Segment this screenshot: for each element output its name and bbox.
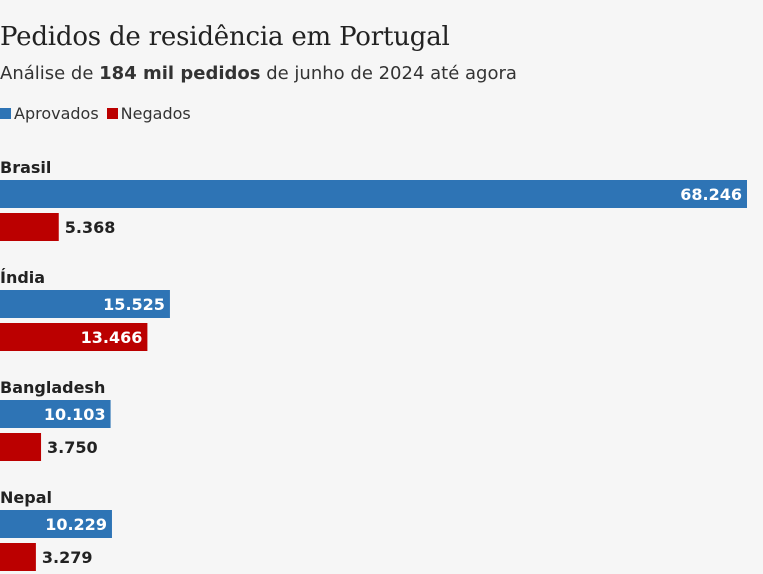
legend-label-denied: Negados (120, 104, 191, 123)
category-label: Índia (0, 268, 45, 287)
category-label: Brasil (0, 158, 51, 177)
value-label-approved: 10.229 (45, 515, 107, 534)
bar-denied (0, 213, 59, 241)
subtitle-bold: 184 mil pedidos (99, 63, 261, 84)
legend-swatch-denied (106, 108, 118, 119)
bar-denied (0, 433, 42, 461)
value-label-denied: 5.368 (65, 218, 116, 237)
bar-approved (0, 400, 111, 428)
subtitle-suffix: de junho de 2024 até agora (260, 63, 517, 84)
bar-denied (0, 323, 148, 351)
bar-approved (0, 510, 112, 538)
bar-approved (0, 290, 170, 318)
bar-denied (0, 543, 36, 571)
value-label-approved: 10.103 (44, 405, 106, 424)
category-label: Nepal (0, 488, 52, 507)
value-label-approved: 68.246 (680, 185, 742, 204)
chart-legend: Aprovados Negados (0, 104, 193, 123)
subtitle-prefix: Análise de (0, 63, 100, 84)
bar-approved (0, 180, 747, 208)
legend-item-denied: Negados (106, 104, 191, 123)
value-label-denied: 3.279 (42, 548, 93, 567)
value-label-denied: 13.466 (81, 328, 143, 347)
value-label-approved: 15.525 (103, 295, 165, 314)
legend-label-approved: Aprovados (14, 104, 99, 123)
legend-swatch-approved (0, 108, 11, 119)
value-label-denied: 3.750 (47, 438, 98, 457)
legend-item-approved: Aprovados (0, 104, 99, 123)
category-label: Bangladesh (0, 378, 105, 397)
chart-title: Pedidos de residência em Portugal (0, 22, 450, 52)
chart-subtitle: Análise de 184 mil pedidos de junho de 2… (0, 63, 517, 84)
